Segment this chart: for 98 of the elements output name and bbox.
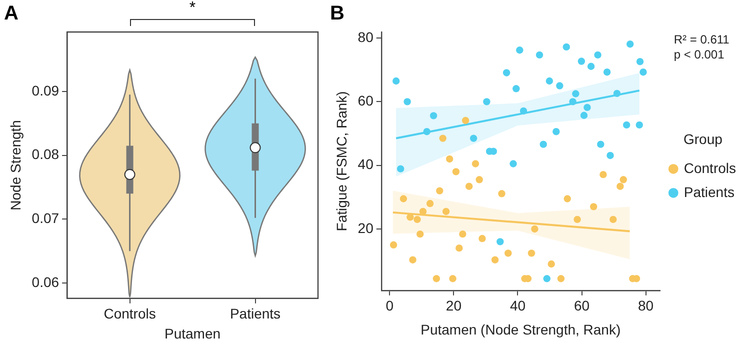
point — [610, 216, 617, 224]
point — [552, 128, 560, 136]
y-axis-title: Fatigue (FSMC, Rank) — [333, 91, 350, 232]
y-tick-label: 0.07 — [32, 210, 60, 226]
x-tick-label: 40 — [510, 298, 526, 314]
point — [636, 121, 643, 129]
point — [603, 68, 611, 76]
point — [536, 51, 544, 59]
point — [462, 116, 470, 124]
point — [510, 160, 517, 168]
point — [640, 68, 647, 76]
y-axis-title: Node Strength — [7, 120, 24, 210]
legend-label: Patients — [684, 184, 734, 200]
y-tick-label: 40 — [358, 156, 374, 172]
x-tick-label: 80 — [638, 298, 654, 314]
point — [562, 43, 570, 51]
point — [430, 112, 438, 120]
point — [390, 241, 398, 248]
point — [556, 82, 564, 90]
point — [396, 165, 404, 172]
legend-title: Group — [683, 130, 723, 147]
chart-title: B — [330, 2, 344, 25]
point — [569, 98, 576, 106]
point — [504, 250, 512, 257]
point — [406, 214, 414, 221]
text: * — [189, 0, 196, 16]
point — [465, 182, 473, 190]
point — [590, 203, 598, 210]
point — [432, 275, 440, 282]
point — [392, 77, 400, 85]
point — [502, 69, 510, 76]
x-axis-title: Putamen (Node Strength, Rank) — [420, 321, 621, 338]
x-tick-label: 20 — [446, 298, 462, 314]
point — [491, 256, 499, 264]
point — [512, 85, 520, 92]
point — [584, 104, 591, 112]
text: p < 0.001 — [674, 47, 725, 62]
point — [496, 238, 504, 246]
point — [606, 152, 614, 160]
point — [622, 121, 630, 129]
y-tick-label: 0.09 — [32, 82, 60, 98]
point — [540, 140, 547, 148]
point — [483, 98, 490, 106]
chart-title: A — [4, 2, 18, 25]
point — [404, 98, 411, 106]
point — [423, 128, 430, 136]
point — [543, 275, 550, 282]
y-tick-label: 0.06 — [32, 274, 60, 290]
point — [472, 160, 480, 168]
point — [498, 190, 506, 198]
point — [594, 51, 602, 59]
point — [531, 225, 538, 233]
point — [449, 275, 456, 282]
point — [414, 216, 421, 224]
point — [574, 216, 581, 224]
point — [600, 170, 607, 178]
x-axis-title: Putamen — [164, 325, 221, 342]
point — [436, 187, 444, 194]
x-tick-label: Controls — [104, 306, 156, 322]
point — [620, 176, 627, 184]
point — [442, 208, 450, 216]
point — [636, 58, 644, 66]
point — [613, 90, 621, 98]
point — [416, 230, 424, 238]
point — [597, 140, 604, 148]
point — [426, 200, 434, 208]
point — [548, 260, 555, 268]
point — [439, 134, 446, 142]
point — [528, 250, 536, 257]
x-tick-label: 0 — [386, 298, 394, 314]
point — [459, 230, 466, 238]
point — [478, 234, 486, 242]
point — [546, 77, 554, 85]
point — [456, 244, 463, 252]
y-tick-label: 20 — [358, 220, 374, 236]
text: R² = 0.611 — [674, 32, 730, 46]
point — [446, 155, 454, 163]
point — [580, 112, 588, 119]
point — [578, 58, 586, 65]
x-tick-label: Patients — [230, 306, 281, 322]
point — [400, 195, 408, 202]
y-tick-label: 0.08 — [32, 146, 60, 162]
y-tick-label: 80 — [358, 28, 374, 45]
point — [470, 134, 478, 142]
point — [564, 195, 571, 202]
point — [520, 107, 528, 115]
point — [452, 168, 460, 176]
point — [516, 46, 524, 54]
point — [616, 182, 624, 190]
point — [572, 90, 580, 98]
point — [626, 40, 634, 48]
x-tick-label: 60 — [574, 298, 590, 314]
point — [557, 275, 565, 282]
point — [476, 176, 483, 184]
y-tick-label: 60 — [358, 92, 374, 109]
point — [587, 62, 595, 70]
point — [409, 256, 416, 264]
legend-label: Controls — [684, 160, 736, 176]
